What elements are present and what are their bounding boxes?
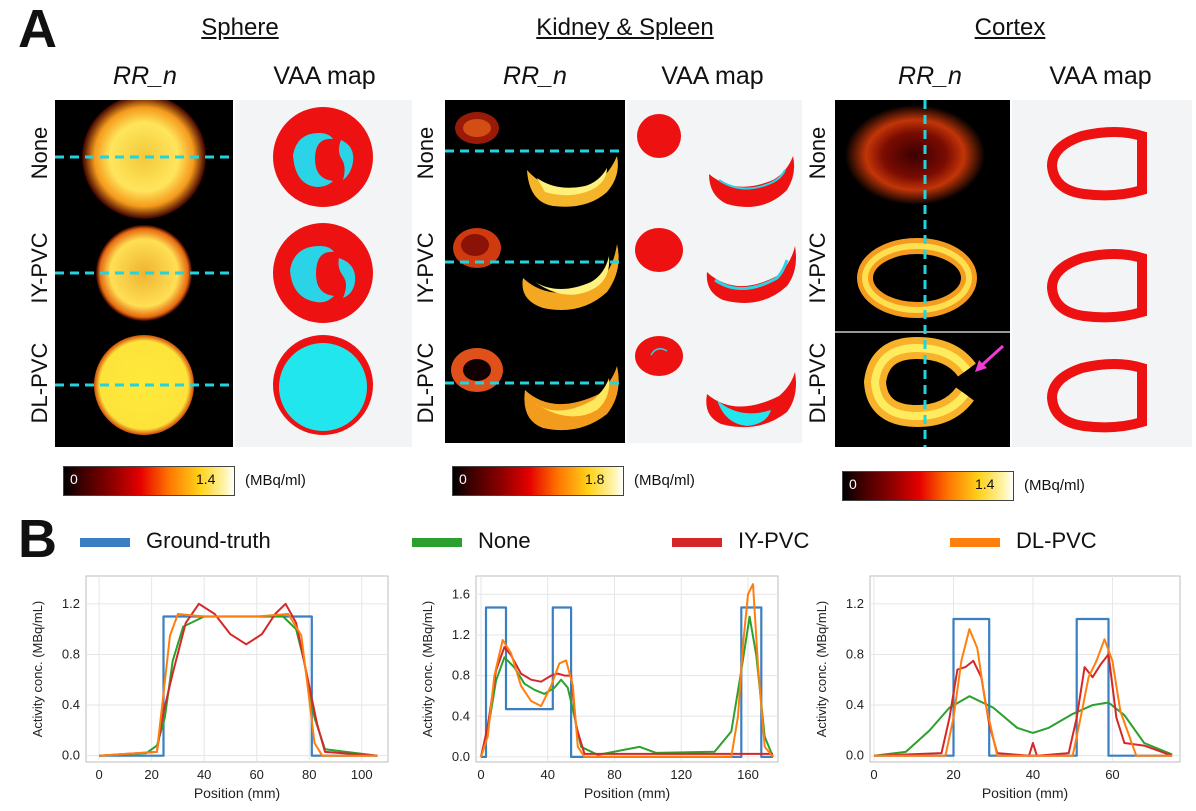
x-tick-label: 20 bbox=[946, 767, 960, 782]
x-tick-label: 160 bbox=[737, 767, 759, 782]
colorbar-cortex-max: 1.4 bbox=[975, 476, 995, 492]
x-tick-label: 20 bbox=[144, 767, 158, 782]
subhead-rr-n-kidney: RR_n bbox=[503, 62, 567, 90]
colorbar-cortex-min: 0 bbox=[849, 476, 857, 492]
colorbar-cortex-unit: (MBq/ml) bbox=[1024, 477, 1085, 494]
colorbar-sphere bbox=[63, 466, 235, 496]
legend-swatch-iy-pvc bbox=[672, 537, 722, 547]
series-line-iy-pvc bbox=[873, 653, 1173, 757]
x-tick-label: 0 bbox=[477, 767, 484, 782]
subhead-vaa-map-sphere: VAA map bbox=[273, 62, 376, 90]
subhead-rr-n-sphere: RR_n bbox=[113, 62, 177, 90]
y-tick-label: 0.8 bbox=[62, 646, 80, 661]
row-label-iy-pvc-kidney: IY-PVC bbox=[413, 232, 438, 304]
series-line-dl-pvc bbox=[99, 613, 378, 757]
row-label-iy-pvc-cortex: IY-PVC bbox=[805, 232, 830, 304]
legend-swatch-none bbox=[412, 537, 462, 547]
x-tick-label: 40 bbox=[541, 767, 555, 782]
y-tick-label: 0.8 bbox=[846, 646, 864, 661]
column-title-cortex: Cortex bbox=[974, 14, 1046, 41]
profile-chart-kidney-svg: 0 40 80 120 160 0.0 0.4 0.8 1.2 1.6 Position (mm) A… bbox=[420, 575, 779, 801]
plot-area bbox=[475, 575, 779, 763]
y-tick-label: 1.2 bbox=[846, 596, 864, 611]
y-axis-label: Activity conc. (MBq/mL) bbox=[814, 601, 829, 738]
subhead-vaa-map-cortex: VAA map bbox=[1049, 62, 1152, 90]
kidney-vaa-map bbox=[627, 100, 802, 443]
x-tick-label: 0 bbox=[96, 767, 103, 782]
row-label-dl-pvc-kidney: DL-PVC bbox=[413, 342, 438, 424]
colorbar-kidney-max: 1.8 bbox=[585, 471, 605, 487]
legend-swatch-dl-pvc bbox=[950, 537, 1000, 547]
y-tick-label: 0.0 bbox=[846, 748, 864, 763]
colorbar-kidney bbox=[452, 466, 624, 496]
row-label-iy-pvc-sphere: IY-PVC bbox=[27, 232, 52, 304]
row-label-none-cortex: None bbox=[805, 126, 830, 180]
colorbar-kidney-min: 0 bbox=[459, 471, 467, 487]
y-tick-label: 0.4 bbox=[452, 708, 470, 723]
series-line-none bbox=[873, 695, 1173, 757]
x-axis-label: Position (mm) bbox=[584, 785, 670, 801]
sphere-vaa-map bbox=[235, 100, 412, 447]
x-tick-label: 0 bbox=[870, 767, 877, 782]
panel-b-label: B bbox=[18, 509, 57, 569]
series-line-dl-pvc bbox=[874, 628, 1173, 757]
profile-chart-sphere: 0 20 40 60 80 100 0.0 0.4 0.8 1.2 Position (mm) Act… bbox=[28, 570, 400, 806]
y-tick-label: 1.2 bbox=[452, 627, 470, 642]
cortex-vaa-map bbox=[1012, 100, 1192, 447]
legend-label-ground-truth: Ground-truth bbox=[146, 528, 271, 553]
legend-none: None bbox=[412, 528, 531, 554]
legend-label-dl-pvc: DL-PVC bbox=[1016, 528, 1097, 553]
x-axis-label: Position (mm) bbox=[982, 785, 1068, 801]
legend-label-iy-pvc: IY-PVC bbox=[738, 528, 810, 553]
sphere-rr-n-image bbox=[55, 100, 233, 447]
y-tick-label: 0.8 bbox=[452, 668, 470, 683]
kidney-rr-n-image bbox=[445, 100, 625, 443]
row-label-none-sphere: None bbox=[27, 126, 52, 180]
legend-iy-pvc: IY-PVC bbox=[672, 528, 809, 554]
legend-label-none: None bbox=[478, 528, 531, 553]
x-tick-label: 80 bbox=[302, 767, 316, 782]
row-label-dl-pvc-cortex: DL-PVC bbox=[805, 342, 830, 424]
plot-area bbox=[85, 575, 389, 763]
subhead-rr-n-cortex: RR_n bbox=[898, 62, 962, 90]
x-tick-label: 40 bbox=[1026, 767, 1040, 782]
column-title-sphere: Sphere bbox=[201, 14, 279, 41]
y-tick-label: 1.6 bbox=[452, 586, 470, 601]
y-tick-label: 0.4 bbox=[846, 697, 864, 712]
legend-dl-pvc: DL-PVC bbox=[950, 528, 1097, 554]
colorbar-kidney-unit: (MBq/ml) bbox=[634, 472, 695, 489]
panel-a-label: A bbox=[18, 0, 57, 59]
y-tick-label: 1.2 bbox=[62, 596, 80, 611]
cortex-rr-n-image bbox=[835, 100, 1010, 447]
colorbar-sphere-min: 0 bbox=[70, 471, 78, 487]
series-line-dl-pvc bbox=[480, 583, 774, 758]
y-tick-label: 0.4 bbox=[62, 697, 80, 712]
colorbar-sphere-max: 1.4 bbox=[196, 471, 216, 487]
column-title-kidney-spleen: Kidney & Spleen bbox=[536, 14, 714, 41]
y-tick-label: 0.0 bbox=[62, 748, 80, 763]
series-line-ground-truth bbox=[481, 606, 773, 758]
x-tick-label: 120 bbox=[670, 767, 692, 782]
series-line-iy-pvc bbox=[99, 602, 378, 757]
x-tick-label: 40 bbox=[197, 767, 211, 782]
x-tick-label: 60 bbox=[249, 767, 263, 782]
colorbar-sphere-unit: (MBq/ml) bbox=[245, 472, 306, 489]
x-tick-label: 80 bbox=[607, 767, 621, 782]
profile-chart-sphere-svg: 0 20 40 60 80 100 0.0 0.4 0.8 1.2 Position (mm) Act… bbox=[30, 575, 389, 801]
row-label-none-kidney: None bbox=[413, 126, 438, 180]
profile-chart-kidney: 0 40 80 120 160 0.0 0.4 0.8 1.2 1.6 Position (mm) A… bbox=[418, 570, 790, 806]
y-axis-label: Activity conc. (MBq/mL) bbox=[420, 601, 435, 738]
legend-ground-truth: Ground-truth bbox=[80, 528, 271, 554]
y-tick-label: 0.0 bbox=[452, 749, 470, 764]
profile-chart-cortex: 0 20 40 60 0.0 0.4 0.8 1.2 Position (mm) Activity… bbox=[812, 570, 1192, 806]
x-tick-label: 60 bbox=[1105, 767, 1119, 782]
profile-chart-cortex-svg: 0 20 40 60 0.0 0.4 0.8 1.2 Position (mm) Activity… bbox=[814, 575, 1181, 801]
row-label-dl-pvc-sphere: DL-PVC bbox=[27, 342, 52, 424]
y-axis-label: Activity conc. (MBq/mL) bbox=[30, 601, 45, 738]
legend-swatch-ground-truth bbox=[80, 537, 130, 547]
x-tick-label: 100 bbox=[351, 767, 373, 782]
x-axis-label: Position (mm) bbox=[194, 785, 280, 801]
colorbar-cortex bbox=[842, 471, 1014, 501]
subhead-vaa-map-kidney: VAA map bbox=[661, 62, 764, 90]
